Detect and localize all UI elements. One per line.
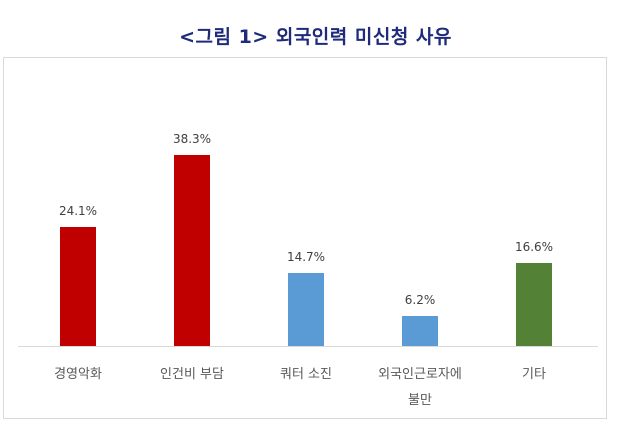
- category-label: 외국인근로자에: [378, 367, 462, 382]
- value-label: 6.2%: [404, 293, 436, 307]
- chart-title: <그림 1> 외국인력 미신청 사유: [179, 26, 452, 48]
- category-label-line2: 불만: [408, 393, 432, 408]
- bar-quota-exhausted: [288, 273, 324, 346]
- value-label: 16.6%: [514, 240, 554, 254]
- x-axis-line: [18, 346, 598, 347]
- value-label: 38.3%: [172, 132, 212, 146]
- chart-area: [3, 57, 607, 419]
- category-label: 경영악화: [54, 367, 102, 382]
- bar-dissatisfaction-foreign-workers: [402, 316, 438, 346]
- value-label: 14.7%: [286, 250, 326, 264]
- category-label: 인건비 부담: [160, 367, 224, 382]
- bar-other: [516, 263, 552, 346]
- bar-management-deterioration: [60, 227, 96, 346]
- value-label: 24.1%: [58, 204, 98, 218]
- bar-labor-cost-burden: [174, 155, 210, 346]
- category-label: 쿼터 소진: [280, 367, 332, 382]
- category-label: 기타: [522, 367, 546, 382]
